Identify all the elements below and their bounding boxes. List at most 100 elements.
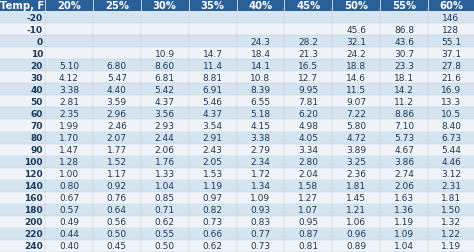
Text: 220: 220 <box>24 230 43 238</box>
Bar <box>428 144 474 156</box>
Text: 2.05: 2.05 <box>202 158 223 167</box>
Bar <box>380 60 428 72</box>
Text: 5.80: 5.80 <box>346 121 366 131</box>
Text: 14.2: 14.2 <box>394 85 414 94</box>
Bar <box>0 168 45 180</box>
Bar <box>45 36 93 48</box>
Bar <box>332 120 380 132</box>
Bar <box>380 108 428 120</box>
Bar <box>45 132 93 144</box>
Bar <box>428 84 474 96</box>
Bar <box>93 72 141 84</box>
Bar <box>45 108 93 120</box>
Bar <box>189 60 237 72</box>
Bar <box>45 120 93 132</box>
Bar <box>189 0 237 12</box>
Bar <box>189 180 237 192</box>
Text: 1.32: 1.32 <box>441 217 461 227</box>
Bar <box>380 72 428 84</box>
Bar <box>284 228 332 240</box>
Text: 55%: 55% <box>392 1 416 11</box>
Bar <box>332 204 380 216</box>
Text: 128: 128 <box>442 25 460 35</box>
Text: 32.1: 32.1 <box>346 38 366 46</box>
Text: 1.70: 1.70 <box>59 134 79 142</box>
Bar <box>332 12 380 24</box>
Bar <box>93 24 141 36</box>
Bar <box>45 96 93 108</box>
Text: 0.57: 0.57 <box>59 206 79 214</box>
Text: 4.72: 4.72 <box>346 134 366 142</box>
Text: 0.80: 0.80 <box>59 181 79 191</box>
Bar <box>189 228 237 240</box>
Bar <box>380 216 428 228</box>
Bar <box>189 84 237 96</box>
Text: 1.50: 1.50 <box>441 206 461 214</box>
Bar <box>0 240 45 252</box>
Text: 0.95: 0.95 <box>298 217 319 227</box>
Bar <box>284 84 332 96</box>
Bar <box>332 156 380 168</box>
Text: 3.25: 3.25 <box>346 158 366 167</box>
Text: 5.44: 5.44 <box>441 145 461 154</box>
Text: 1.28: 1.28 <box>59 158 79 167</box>
Bar <box>284 72 332 84</box>
Text: 60%: 60% <box>439 1 463 11</box>
Bar <box>141 168 189 180</box>
Bar <box>189 72 237 84</box>
Text: 0.81: 0.81 <box>298 241 319 250</box>
Text: 2.35: 2.35 <box>59 110 79 118</box>
Bar <box>284 156 332 168</box>
Text: 120: 120 <box>24 170 43 178</box>
Bar <box>380 0 428 12</box>
Bar <box>237 228 284 240</box>
Text: 0.92: 0.92 <box>107 181 127 191</box>
Bar <box>93 144 141 156</box>
Text: 11.2: 11.2 <box>394 98 414 107</box>
Bar <box>380 96 428 108</box>
Bar <box>93 168 141 180</box>
Bar <box>189 204 237 216</box>
Text: 6.55: 6.55 <box>250 98 271 107</box>
Text: 4.37: 4.37 <box>202 110 223 118</box>
Bar <box>45 168 93 180</box>
Bar <box>284 180 332 192</box>
Bar <box>189 108 237 120</box>
Bar <box>189 192 237 204</box>
Bar <box>332 180 380 192</box>
Bar <box>0 204 45 216</box>
Text: 12.7: 12.7 <box>298 74 319 82</box>
Text: 0.96: 0.96 <box>346 230 366 238</box>
Bar <box>428 120 474 132</box>
Text: 6.80: 6.80 <box>107 61 127 71</box>
Bar <box>189 48 237 60</box>
Text: 1.81: 1.81 <box>441 194 461 203</box>
Bar <box>93 48 141 60</box>
Bar <box>332 108 380 120</box>
Bar <box>0 84 45 96</box>
Bar <box>93 108 141 120</box>
Bar <box>237 240 284 252</box>
Text: 8.60: 8.60 <box>155 61 175 71</box>
Bar <box>0 156 45 168</box>
Text: 10.5: 10.5 <box>441 110 461 118</box>
Text: 0.97: 0.97 <box>202 194 223 203</box>
Text: 4.98: 4.98 <box>298 121 319 131</box>
Text: 1.33: 1.33 <box>155 170 175 178</box>
Text: 2.96: 2.96 <box>107 110 127 118</box>
Bar <box>0 132 45 144</box>
Bar <box>428 0 474 12</box>
Text: 1.77: 1.77 <box>107 145 127 154</box>
Bar <box>237 144 284 156</box>
Bar <box>237 96 284 108</box>
Bar <box>141 240 189 252</box>
Bar <box>428 60 474 72</box>
Bar <box>93 120 141 132</box>
Text: 3.56: 3.56 <box>155 110 175 118</box>
Bar <box>332 72 380 84</box>
Text: 2.31: 2.31 <box>441 181 461 191</box>
Bar <box>428 96 474 108</box>
Text: 18.4: 18.4 <box>250 49 271 58</box>
Text: 24.2: 24.2 <box>346 49 366 58</box>
Text: 14.6: 14.6 <box>346 74 366 82</box>
